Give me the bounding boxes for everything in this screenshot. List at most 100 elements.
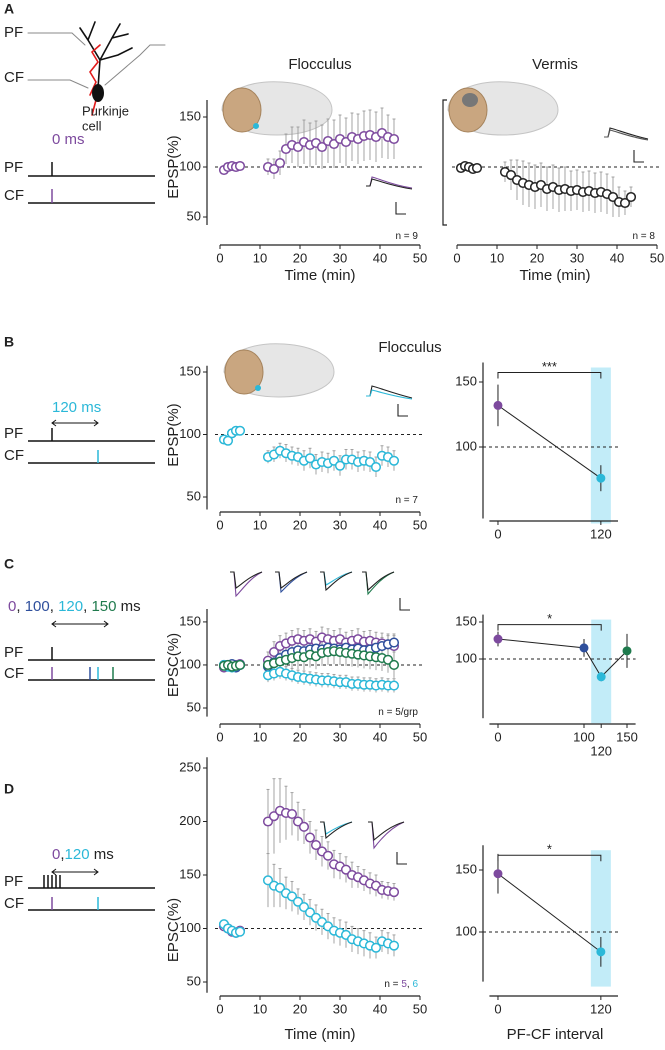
data-point (310, 839, 322, 851)
brain-icon (221, 81, 333, 136)
vermis-spot (462, 93, 478, 107)
data-point (596, 473, 606, 483)
panel-label: B (4, 334, 14, 350)
y-axis-label: EPSP(%) (165, 403, 182, 466)
x-tick-label: 30 (333, 1001, 347, 1016)
x-tick-label: 50 (413, 729, 427, 744)
x-tick-label: 20 (530, 250, 544, 265)
y-bracket (442, 99, 447, 226)
trace-insets (230, 127, 649, 865)
data-point (316, 141, 328, 153)
annotation: n = 5, 6 (384, 979, 418, 990)
timing-label-part: 120 (65, 846, 90, 863)
timing-label-part: 120 ms (52, 399, 101, 416)
highlight-band (591, 619, 612, 724)
x-tick-label: 50 (413, 250, 427, 265)
annotation-part: n = (384, 979, 401, 990)
data-point (304, 453, 316, 464)
data-point (234, 425, 246, 436)
connecting-line (497, 404, 602, 479)
x-tick-label: 30 (333, 250, 347, 265)
y-tick-label: 100 (455, 923, 477, 938)
data-point (334, 460, 346, 471)
data-point (234, 659, 246, 671)
x-tick-label: 0 (453, 250, 460, 265)
x-tick-label: 50 (413, 517, 427, 532)
significance-label: *** (542, 359, 557, 374)
x-tick-label: 40 (373, 1001, 387, 1016)
data-point (234, 926, 246, 937)
chart-title: Vermis (532, 56, 578, 73)
brain-icon (447, 81, 559, 136)
annotation-part: n = 7 (395, 495, 418, 506)
annotation: n = 9 (395, 231, 418, 242)
y-tick-label: 150 (455, 861, 477, 876)
data-point (322, 850, 334, 861)
x-tick-label: 10 (253, 1001, 267, 1016)
x-tick-label: 40 (373, 729, 387, 744)
connecting-line (497, 638, 628, 678)
panel-label: A (4, 1, 14, 17)
x-tick-label: 30 (333, 729, 347, 744)
y-tick-label: 150 (455, 373, 477, 388)
timing-label: 0 ms (52, 131, 85, 148)
timing-label-part: 0 (52, 846, 60, 863)
track-label: PF (4, 873, 23, 890)
y-axis-label: EPSP(%) (165, 135, 182, 198)
annotation: n = 7 (395, 495, 418, 506)
data-point (234, 160, 246, 172)
x-axis-label: Time (min) (519, 267, 590, 284)
track-label: CF (4, 665, 24, 682)
significance-label: * (547, 611, 552, 626)
track-label: CF (4, 187, 24, 204)
x-tick-label: 0 (216, 250, 223, 265)
y-tick-label: 50 (187, 208, 201, 223)
significance-label: * (547, 842, 552, 857)
cell-label: Purkinje (82, 103, 129, 118)
timing-label: 0,120 ms (52, 846, 114, 863)
y-axis-label: EPSC(%) (165, 898, 182, 962)
x-tick-label: 10 (253, 517, 267, 532)
significance-bracket (497, 372, 602, 379)
track-label: CF (4, 69, 24, 86)
annotation-part: n = 9 (395, 231, 418, 242)
x-tick-label: 40 (373, 250, 387, 265)
data-point (493, 400, 503, 410)
track-label: PF (4, 159, 23, 176)
x-tick-label: 30 (570, 250, 584, 265)
x-tick-label: 0 (216, 517, 223, 532)
timing-label-part: 120 (58, 598, 83, 615)
x-tick-label: 20 (293, 729, 307, 744)
data-point (388, 680, 400, 691)
data-point (268, 163, 280, 175)
x-tick-label: 0 (216, 729, 223, 744)
x-axis-label: Time (min) (284, 267, 355, 284)
x-tick-label: 10 (253, 729, 267, 744)
data-point (493, 634, 503, 644)
data-point (298, 821, 310, 832)
annotation-part: n = 8 (632, 231, 655, 242)
data-point (274, 157, 286, 169)
brain-icon (223, 343, 335, 398)
timing-label-part: 150 (91, 598, 116, 615)
data-point (619, 197, 631, 209)
data-point (222, 435, 234, 446)
y-tick-label: 100 (455, 650, 477, 665)
track-label: CF (4, 447, 24, 464)
chart-title: Flocculus (288, 56, 351, 73)
connecting-line (497, 873, 602, 953)
highlight-band (590, 367, 611, 524)
data-point (388, 940, 400, 951)
timing-diagram (28, 162, 155, 911)
track-label: PF (4, 644, 23, 661)
y-tick-label: 150 (179, 363, 201, 378)
timing-label-part: , (50, 598, 58, 615)
y-tick-label: 150 (179, 108, 201, 123)
cell-label: cell (82, 118, 102, 133)
flocculus-spot (253, 123, 259, 129)
annotation-part: , (407, 979, 413, 990)
annotation-part: 6 (412, 979, 418, 990)
x-tick-label: 0 (216, 1001, 223, 1016)
y-tick-label: 150 (179, 613, 201, 628)
